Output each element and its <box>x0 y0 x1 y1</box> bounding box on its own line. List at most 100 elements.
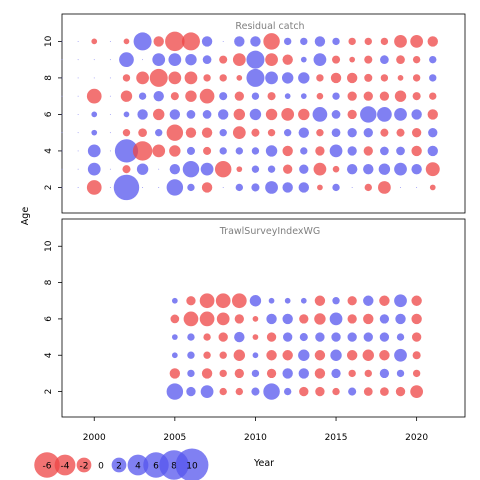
residual-bubble <box>266 350 277 361</box>
residual-bubble <box>187 351 195 359</box>
residual-bubble <box>298 182 309 193</box>
residual-bubble <box>299 314 309 324</box>
residual-bubble <box>314 350 326 361</box>
panel-residual-catch-frame <box>61 13 466 214</box>
residual-bubble <box>364 55 373 64</box>
residual-bubble <box>379 295 390 306</box>
residual-bubble <box>251 147 260 155</box>
residual-bubble <box>236 166 243 173</box>
residual-bubble <box>284 297 291 304</box>
residual-bubble <box>109 40 111 42</box>
x-tick-label: 2010 <box>244 433 267 443</box>
legend-label: 6 <box>153 462 159 472</box>
residual-bubble <box>133 32 152 51</box>
residual-bubble <box>397 75 404 81</box>
panel-residual-catch-bubbles <box>61 31 440 201</box>
residual-bubble <box>411 313 422 325</box>
residual-bubble <box>109 95 111 97</box>
residual-bubble <box>170 92 179 101</box>
y-tick-label: 6 <box>44 316 54 322</box>
x-axis-ticks: 2000 2005 2010 2015 2020 <box>83 417 428 443</box>
residual-bubble <box>109 150 111 152</box>
residual-bubble <box>77 132 79 134</box>
residual-bubble <box>394 108 407 121</box>
residual-bubble <box>235 387 244 396</box>
residual-bubble <box>234 314 244 324</box>
residual-bubble <box>428 128 438 138</box>
residual-bubble <box>347 146 357 156</box>
residual-bubble <box>77 77 79 79</box>
residual-bubble <box>168 71 182 85</box>
residual-bubble <box>316 74 324 82</box>
panel-residual-catch-title: Residual catch <box>235 21 304 32</box>
residual-bubble <box>363 163 374 175</box>
residual-bubble <box>298 72 310 84</box>
residual-bubble <box>396 333 405 341</box>
residual-bubble <box>169 368 181 379</box>
residual-bubble <box>166 383 184 400</box>
residual-bubble <box>123 38 130 45</box>
residual-bubble <box>219 92 228 101</box>
residual-bubble <box>203 74 211 82</box>
residual-bubble <box>378 163 391 175</box>
residual-bubble <box>315 146 325 156</box>
residual-bubble <box>61 186 63 188</box>
residual-bubble <box>313 162 327 176</box>
residual-bubble <box>251 183 260 192</box>
y-tick-label: 2 <box>44 185 54 191</box>
residual-bubble <box>250 36 261 47</box>
residual-bubble <box>186 110 196 119</box>
residual-bubble <box>171 334 178 340</box>
residual-bubble <box>152 144 166 158</box>
y-tick-label: 8 <box>44 75 54 81</box>
residual-bubble <box>265 71 278 85</box>
residual-bubble <box>412 351 421 360</box>
residual-bubble <box>411 109 422 120</box>
residual-bubble <box>300 93 307 100</box>
residual-bubble <box>218 332 228 342</box>
residual-bubble <box>166 124 184 141</box>
residual-bubble <box>109 77 111 79</box>
residual-bubble <box>347 91 357 101</box>
residual-bubble <box>142 59 144 61</box>
residual-bubble <box>267 92 276 101</box>
residual-bubble <box>427 145 438 157</box>
residual-bubble <box>429 74 437 82</box>
residual-bubble <box>199 88 215 104</box>
residual-bubble <box>122 128 131 137</box>
residual-bubble <box>267 128 276 137</box>
residual-bubble <box>300 56 307 63</box>
legend-label: 4 <box>135 462 141 472</box>
legend-bubble <box>175 448 209 480</box>
residual-bubble <box>218 109 229 120</box>
residual-bubble <box>347 109 357 120</box>
residual-bubble <box>185 127 197 138</box>
residual-bubble <box>396 128 405 137</box>
residual-bubble <box>349 56 356 63</box>
residual-bubble <box>284 93 291 100</box>
panel-survey-frame <box>61 218 466 418</box>
residual-bubble <box>363 91 373 101</box>
residual-bubble <box>219 351 227 359</box>
residual-bubble <box>149 68 168 87</box>
residual-bubble <box>246 68 265 87</box>
legend-bubble <box>54 454 76 476</box>
residual-bubble <box>267 165 276 173</box>
residual-bubble <box>200 162 214 176</box>
legend-bubble <box>76 457 92 473</box>
residual-bubble <box>222 40 224 42</box>
residual-bubble <box>234 368 244 379</box>
legend-label: -2 <box>80 462 89 472</box>
residual-bubble <box>132 141 153 161</box>
residual-bubble <box>109 168 111 170</box>
y-tick-label: 4 <box>44 148 54 154</box>
legend-bubble <box>127 454 149 476</box>
residual-bubble <box>200 385 214 398</box>
residual-bubble <box>203 333 211 341</box>
residual-bubble <box>187 183 195 192</box>
residual-bubble <box>77 95 79 97</box>
residual-bubble <box>251 92 260 100</box>
residual-bubble <box>201 368 213 379</box>
residual-bubble <box>300 147 308 155</box>
residual-bubble <box>219 369 227 378</box>
